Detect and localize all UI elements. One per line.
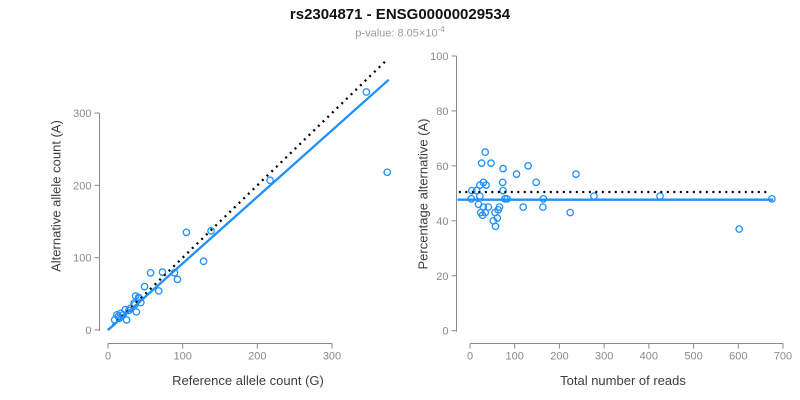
data-point (173, 275, 182, 284)
data-point (512, 170, 521, 178)
data-point (158, 268, 167, 276)
data-point (477, 159, 486, 167)
data-point (146, 269, 155, 277)
data-point (199, 257, 208, 266)
pvalue-subtitle: p-value: 8.05×10-4 (355, 25, 444, 40)
x-tick-label: 0 (467, 351, 473, 363)
data-point (532, 178, 541, 187)
data-point (735, 225, 744, 233)
x-tick-label: 600 (729, 351, 747, 363)
data-point (519, 203, 528, 211)
data-point (656, 192, 664, 200)
y-tick-label: 100 (430, 51, 448, 63)
data-point (362, 88, 371, 96)
data-point (154, 287, 163, 295)
data-point (566, 208, 575, 217)
x-tick-label: 300 (595, 351, 613, 363)
left-x-axis-label: Reference allele count (G) (172, 373, 324, 388)
pvalue-exponent: -4 (437, 25, 445, 34)
fit-line (107, 78, 390, 331)
data-point (383, 168, 392, 177)
x-tick-label: 100 (173, 351, 191, 363)
x-tick-label: 300 (323, 351, 341, 363)
data-point (493, 214, 502, 222)
data-point (467, 186, 476, 195)
data-point (495, 203, 504, 211)
x-tick-label: 200 (248, 351, 266, 363)
data-point (524, 162, 532, 170)
data-point (122, 316, 131, 324)
data-point (481, 148, 490, 156)
left-y-axis-label: Alternative allele count (A) (48, 120, 64, 272)
y-tick-label: 200 (73, 180, 91, 192)
data-point (499, 164, 507, 173)
right-x-axis-label: Total number of reads (560, 373, 686, 388)
data-point (498, 178, 507, 187)
y-tick-label: 40 (436, 216, 448, 228)
x-tick-label: 100 (506, 351, 524, 363)
data-point (481, 208, 490, 217)
y-tick-label: 60 (436, 161, 448, 173)
x-tick-label: 400 (640, 351, 658, 363)
x-tick-label: 700 (774, 351, 792, 363)
data-point (140, 282, 149, 291)
data-point (590, 192, 598, 200)
identity-line (107, 60, 387, 331)
data-point (572, 170, 580, 178)
figure-title: rs2304871 - ENSG00000029534 (289, 6, 511, 23)
data-point (539, 203, 547, 211)
y-tick-label: 100 (73, 253, 91, 265)
data-point (207, 227, 215, 235)
data-point (121, 305, 130, 314)
data-point (475, 192, 484, 200)
y-tick-label: 80 (436, 106, 448, 118)
data-point (132, 308, 141, 316)
y-tick-label: 0 (442, 326, 448, 338)
data-point (487, 159, 495, 167)
data-point (491, 222, 500, 231)
data-point (182, 228, 191, 237)
data-point (484, 203, 493, 211)
y-tick-label: 20 (436, 271, 448, 283)
x-tick-label: 500 (684, 351, 702, 363)
x-tick-label: 0 (105, 351, 111, 363)
y-tick-label: 0 (85, 325, 91, 337)
y-tick-label: 300 (73, 108, 91, 120)
data-point (472, 186, 481, 195)
right-y-axis-label: Percentage alternative (A) (415, 118, 431, 270)
pvalue-text: p-value: 8.05×10 (355, 27, 438, 40)
data-point (482, 181, 490, 189)
data-point (266, 176, 274, 185)
data-point (499, 186, 507, 195)
x-tick-label: 200 (550, 351, 568, 363)
